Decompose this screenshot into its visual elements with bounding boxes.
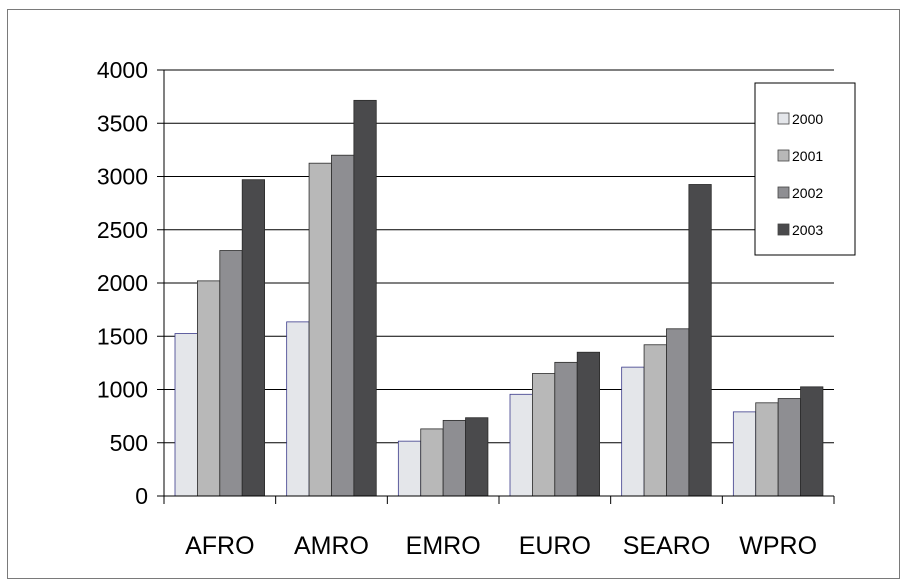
bars xyxy=(174,99,824,497)
y-tick-label: 1500 xyxy=(97,323,148,349)
axes xyxy=(157,69,835,504)
legend-swatch-2002 xyxy=(777,186,790,199)
legend: 2000 2001 2002 2003 xyxy=(754,82,856,256)
y-tick-label: 0 xyxy=(135,483,148,509)
legend-swatch-2003 xyxy=(777,223,790,236)
bar-2002-amro xyxy=(331,154,355,497)
bar-2000-amro xyxy=(286,321,310,497)
y-tick-label: 3500 xyxy=(97,110,148,136)
legend-label: 2002 xyxy=(792,185,823,201)
y-tick-labels: 0 500 1000 1500 2000 2500 3000 3500 4000 xyxy=(97,57,148,509)
x-tick-label: EMRO xyxy=(406,532,481,560)
legend-label: 2003 xyxy=(792,222,823,238)
bar-2001-emro xyxy=(420,428,444,497)
legend-swatch-2000 xyxy=(777,112,790,125)
bar-2001-wpro xyxy=(755,402,779,497)
x-tick-label: EURO xyxy=(519,532,591,560)
x-tick-label: SEARO xyxy=(623,532,711,560)
bar-chart: 0 500 1000 1500 2000 2500 3000 3500 4000 AFRO AMR… xyxy=(97,57,856,560)
bar-2002-emro xyxy=(442,419,466,497)
gridlines xyxy=(164,69,834,444)
bar-2000-afro xyxy=(174,333,198,497)
x-tick-label: WPRO xyxy=(739,532,817,560)
x-tick-labels: AFRO AMRO EMRO EURO SEARO WPRO xyxy=(185,532,817,560)
bar-2000-emro xyxy=(397,440,422,497)
bar-2002-afro xyxy=(219,250,243,497)
bar-2003-searo xyxy=(688,184,712,497)
legend-swatch-2001 xyxy=(777,149,790,162)
bar-2002-searo xyxy=(666,328,690,497)
bar-2003-wpro xyxy=(800,386,824,497)
bar-2001-searo xyxy=(643,344,667,497)
chart-frame: 0 500 1000 1500 2000 2500 3000 3500 4000 AFRO AMR… xyxy=(7,9,900,579)
bar-2002-wpro xyxy=(777,398,801,497)
y-tick-label: 2500 xyxy=(97,217,148,243)
bar-2002-euro xyxy=(554,361,578,497)
bar-2000-wpro xyxy=(732,411,757,497)
bar-2003-amro xyxy=(353,99,377,497)
bar-2000-searo xyxy=(621,366,645,497)
y-tick-label: 3000 xyxy=(97,164,148,190)
y-tick-label: 4000 xyxy=(97,57,148,83)
y-tick-label: 1000 xyxy=(97,377,148,403)
bar-2001-euro xyxy=(532,373,556,497)
bar-2000-euro xyxy=(509,393,533,497)
legend-label: 2000 xyxy=(792,111,823,127)
y-tick-label: 2000 xyxy=(97,270,148,296)
bar-2003-euro xyxy=(576,351,601,497)
x-tick-label: AFRO xyxy=(185,532,254,560)
legend-box xyxy=(754,82,856,256)
y-tick-label: 500 xyxy=(110,430,148,456)
bar-2001-afro xyxy=(196,280,221,497)
bar-2001-amro xyxy=(308,162,332,497)
bar-2003-afro xyxy=(241,179,265,497)
bar-2003-emro xyxy=(465,417,489,497)
x-tick-label: AMRO xyxy=(294,532,369,560)
legend-label: 2001 xyxy=(792,148,823,164)
